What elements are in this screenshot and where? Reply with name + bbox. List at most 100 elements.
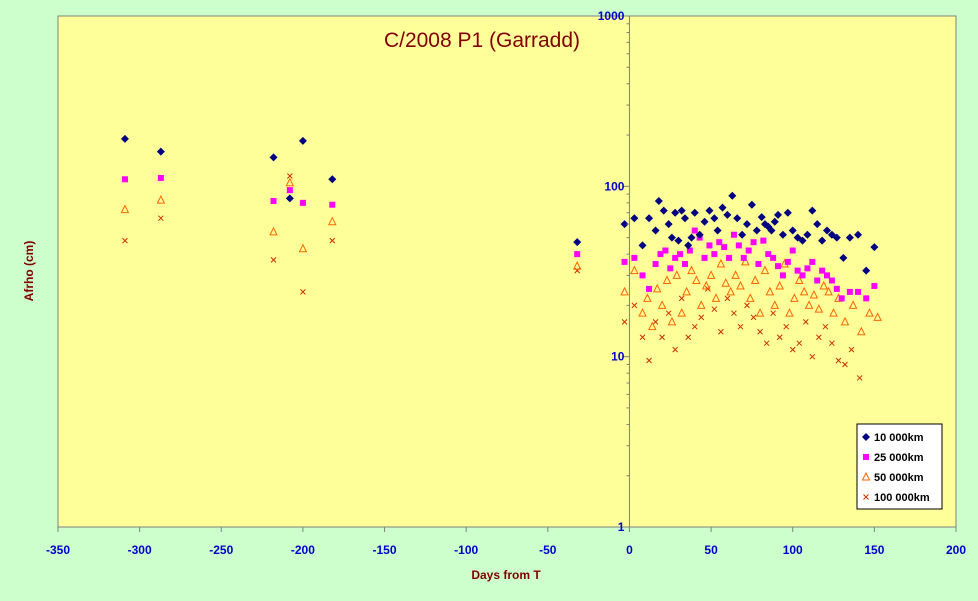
data-point <box>711 251 718 258</box>
data-point <box>814 304 824 313</box>
data-point <box>695 230 704 239</box>
data-point <box>701 254 708 261</box>
data-point <box>808 206 817 215</box>
data-point <box>802 319 809 325</box>
data-point <box>713 226 722 235</box>
data-point <box>822 323 829 330</box>
data-point <box>775 263 782 270</box>
data-point <box>718 328 724 335</box>
data-point <box>747 200 756 209</box>
data-point <box>671 208 680 217</box>
data-point <box>785 308 794 317</box>
data-point <box>300 289 306 295</box>
legend-marker <box>863 494 869 500</box>
data-point <box>840 316 850 326</box>
x-tick-label: -50 <box>539 543 557 557</box>
data-point <box>733 214 742 223</box>
data-point <box>691 323 698 330</box>
x-tick-label: -100 <box>454 543 478 557</box>
x-tick-label: -250 <box>209 543 233 557</box>
data-point <box>750 275 760 285</box>
data-point <box>779 272 786 279</box>
data-point <box>796 340 803 347</box>
data-point <box>870 243 879 252</box>
y-tick-label: 1000 <box>598 9 625 23</box>
x-tick-label: 200 <box>946 543 966 557</box>
data-point <box>770 254 777 261</box>
data-point <box>873 312 882 321</box>
data-point <box>158 215 164 222</box>
data-point <box>798 236 807 245</box>
series-cross <box>122 173 863 381</box>
data-point <box>855 288 862 295</box>
data-point <box>736 280 745 290</box>
x-tick-label: 50 <box>704 543 718 557</box>
data-point <box>620 286 629 296</box>
data-point <box>620 220 629 229</box>
data-point <box>794 267 801 274</box>
data-point <box>745 293 755 302</box>
data-point <box>573 238 582 247</box>
data-point <box>755 260 762 267</box>
data-point <box>630 265 639 275</box>
data-point <box>723 210 732 219</box>
data-point <box>677 251 684 258</box>
data-point <box>819 267 826 274</box>
legend: 10 000km 25 000km 50 000km 100 000km <box>856 423 943 510</box>
data-point <box>763 340 770 347</box>
series-triangle <box>120 177 882 336</box>
data-point <box>328 175 337 184</box>
data-point <box>845 233 854 242</box>
data-point <box>731 270 740 279</box>
data-point <box>778 230 787 239</box>
data-point <box>672 270 682 279</box>
series-diamond <box>120 134 879 275</box>
data-point <box>696 300 706 309</box>
data-point <box>741 256 750 266</box>
data-point <box>757 213 766 222</box>
data-point <box>646 357 652 364</box>
data-point <box>672 346 679 353</box>
series-square <box>121 174 878 302</box>
data-point <box>832 233 841 242</box>
data-point <box>690 208 699 217</box>
data-point <box>819 280 829 290</box>
y-tick-label: 10 <box>611 350 625 364</box>
x-tick-label: 0 <box>626 543 633 557</box>
data-point <box>740 254 747 261</box>
data-point <box>687 265 696 275</box>
data-point <box>863 295 870 302</box>
data-point <box>122 237 128 244</box>
data-point <box>621 319 628 325</box>
data-point <box>664 220 673 229</box>
data-point <box>630 214 639 223</box>
data-point <box>856 375 863 381</box>
data-point <box>120 134 129 143</box>
data-point <box>691 227 698 234</box>
legend-label: 10 000km <box>874 432 924 444</box>
legend-marker <box>863 454 869 460</box>
data-point <box>835 357 842 364</box>
legend-box <box>856 423 943 510</box>
marks-layer <box>120 134 882 381</box>
data-point <box>662 247 669 254</box>
data-point <box>767 226 776 235</box>
data-point <box>752 226 761 235</box>
data-point <box>803 230 812 239</box>
data-point <box>329 237 336 244</box>
y-tick-label: 1 <box>618 520 625 534</box>
data-point <box>643 293 652 302</box>
data-point <box>711 293 721 302</box>
data-point <box>790 293 799 302</box>
data-point <box>285 177 295 187</box>
data-point <box>842 361 848 368</box>
x-axis-ticks: -350 -300 -250 -200 -150 -100 -50 0 50 100 150 200 <box>46 527 966 557</box>
data-point <box>654 197 663 206</box>
data-point <box>775 280 784 290</box>
data-point <box>667 316 677 326</box>
data-point <box>770 300 780 309</box>
data-point <box>721 278 731 287</box>
data-point <box>686 247 693 254</box>
data-point <box>774 210 783 219</box>
